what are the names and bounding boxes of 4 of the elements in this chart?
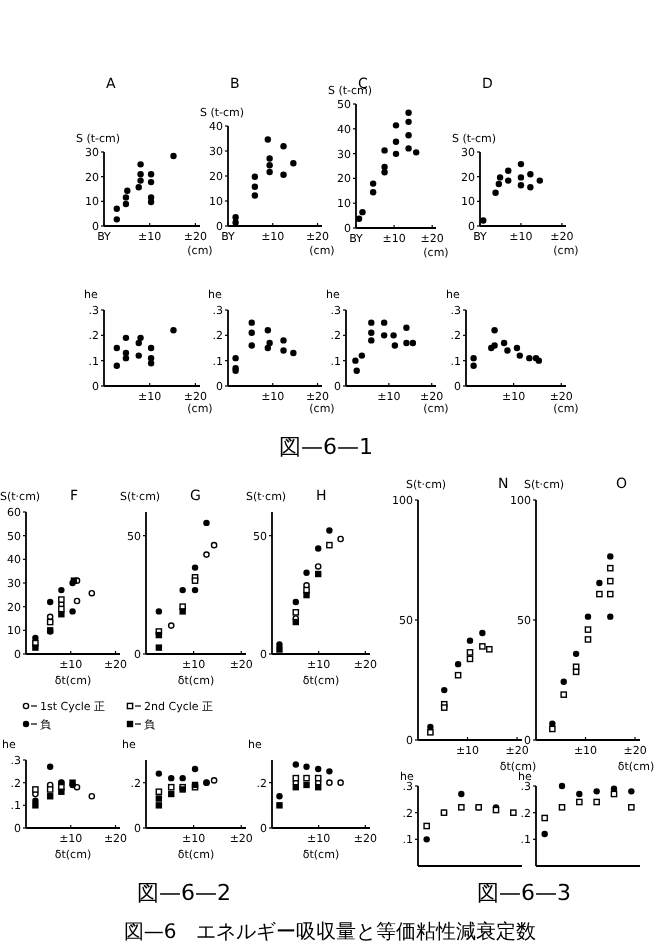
- annotation: 図—6—3: [477, 880, 571, 906]
- annotation: 図—6—1: [279, 434, 373, 460]
- annotation: 図—6 エネルギー吸収量と等価粘性減衰定数: [123, 922, 537, 944]
- annotation: 図—6—2: [137, 880, 231, 906]
